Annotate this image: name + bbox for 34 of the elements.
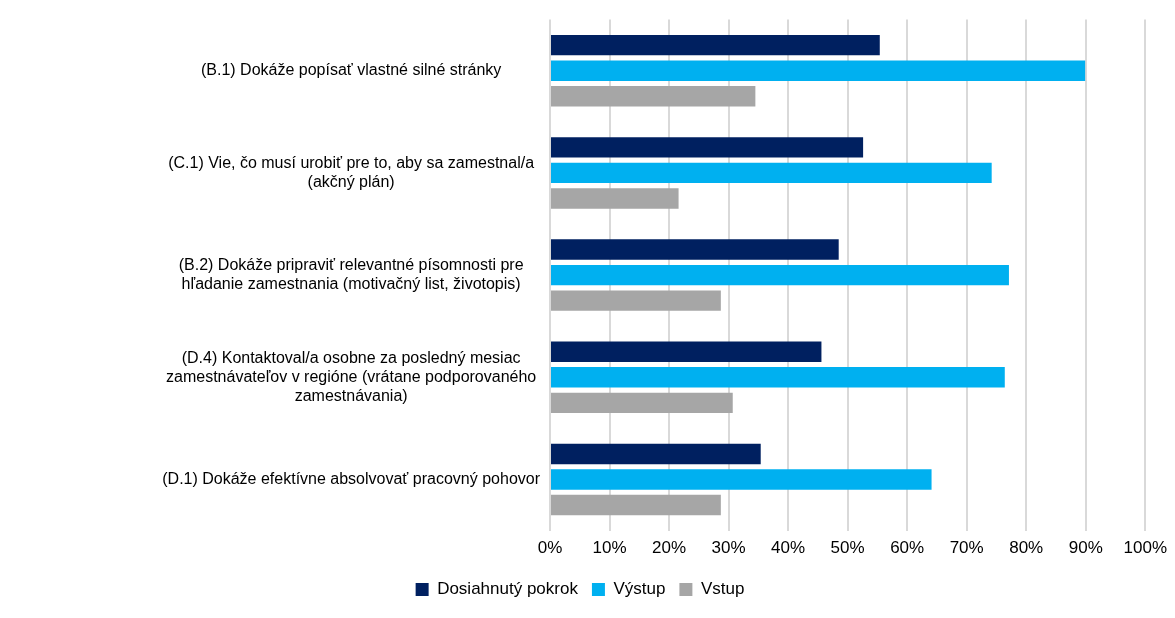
x-tick-label: 10% (592, 538, 627, 558)
bar (551, 137, 864, 158)
bar (551, 341, 822, 362)
bar (551, 367, 1005, 388)
x-tick-label: 30% (711, 538, 746, 558)
x-tick-label: 100% (1123, 538, 1167, 558)
bar (551, 188, 679, 209)
bar (551, 469, 932, 490)
x-tick-label: 80% (1009, 538, 1044, 558)
bar (551, 60, 1086, 81)
legend-label: Výstup (613, 579, 666, 599)
y-tick-label: (B.2) Dokáže pripraviť relevantné písomnosti pre hľadanie zamestnania (motivačný list, životopis) (178, 255, 524, 293)
y-tick-label: (D.1) Dokáže efektívne absolvovať pracovný pohovor (162, 469, 541, 487)
x-tick-label: 90% (1068, 538, 1103, 558)
bar (551, 443, 761, 465)
legend-label: Vstup (700, 579, 745, 599)
bar (551, 34, 880, 56)
bar (551, 86, 756, 107)
x-tick-label: 60% (890, 538, 925, 558)
bar (551, 392, 733, 414)
bar (551, 494, 721, 516)
x-tick-label: 20% (652, 538, 687, 558)
x-tick-label: 0% (537, 538, 563, 558)
x-tick-label: 70% (949, 538, 984, 558)
bar (551, 264, 1009, 286)
legend-label: Dosiahnutý pokrok (437, 579, 579, 599)
bar (551, 239, 839, 260)
x-tick-label: 40% (771, 538, 806, 558)
y-tick-label: (B.1) Dokáže popísať vlastné silné stránky (200, 61, 502, 79)
y-tick-label: (C.1) Vie, čo musí urobiť pre to, aby sa zamestnal/a (akčný plán) (168, 153, 535, 190)
x-tick-label: 50% (830, 538, 865, 558)
bar (551, 162, 992, 184)
bar (551, 290, 721, 311)
y-tick-label: (D.4) Kontaktoval/a osobne za posledný mesiac zamestnávateľov v regióne (vrátane podporovaného zamestnávania) (166, 348, 537, 404)
